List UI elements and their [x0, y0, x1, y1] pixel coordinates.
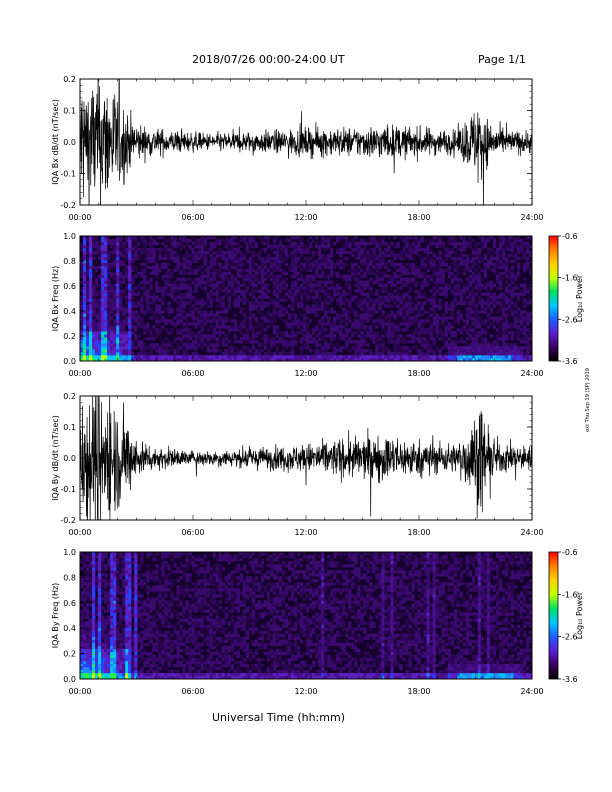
series-line: [80, 396, 532, 520]
series-line: [80, 79, 532, 205]
panel-bx-dbdt: 0.2 0.1 0.0 -0.1 -0.2 00:00 06:00 12:00 18:00 24:…: [51, 75, 544, 222]
y-tick-label: 0.6: [63, 599, 76, 608]
x-axis-label: Universal Time (hh:mm): [212, 711, 345, 724]
y-axis-label: IQA By Freq (Hz): [51, 583, 60, 649]
y-tick-label: -0.2: [60, 516, 76, 525]
y-tick-label: 0.2: [63, 75, 76, 84]
x-tick-label: 12:00: [294, 687, 317, 696]
x-tick-label: 00:00: [68, 213, 91, 222]
y-tick-label: 0.8: [63, 573, 76, 582]
y-axis-label: IQA Bx dB/dt (nT/sec): [51, 99, 60, 185]
panel-bx-freq: -0.6 -1.6 -2.6 -3.6 Log₁₀ Power 1.0 0.8 0.6 0.4 0…: [51, 232, 584, 378]
x-tick-label: 24:00: [520, 687, 543, 696]
x-tick-label: 12:00: [294, 369, 317, 378]
y-tick-label: 0.1: [63, 107, 76, 116]
y-axis-label: IQA Bx Freq (Hz): [51, 266, 60, 332]
x-tick-label: 00:00: [68, 687, 91, 696]
y-tick-label: 0.2: [63, 332, 76, 341]
spectrogram-cells: [80, 236, 532, 361]
y-tick-label: 0.0: [63, 357, 76, 366]
y-tick-label: 0.4: [63, 307, 76, 316]
panel-by-freq: -0.6 -1.6 -2.6 -3.6 Log₁₀ Power 1.0 0.8 0.6 0.4 0…: [51, 548, 584, 696]
x-tick-label: 06:00: [181, 528, 204, 537]
x-tick-label: 00:00: [68, 528, 91, 537]
figure-title: 2018/07/26 00:00-24:00 UT: [192, 53, 345, 66]
colorbar-tick-label: -0.6: [562, 232, 578, 241]
x-tick-label: 12:00: [294, 213, 317, 222]
x-tick-label: 18:00: [407, 369, 430, 378]
colorbar-tick-label: -1.6: [562, 590, 578, 599]
colorbar-label: Log₁₀ Power: [575, 591, 584, 639]
y-tick-label: 0.4: [63, 624, 76, 633]
colorbar-tick-label: -3.6: [562, 675, 578, 684]
colorbar-tick-label: -3.6: [562, 357, 578, 366]
y-tick-label: 0.1: [63, 423, 76, 432]
y-tick-label: 0.0: [63, 675, 76, 684]
y-tick-label: 0.6: [63, 282, 76, 291]
x-tick-label: 24:00: [520, 213, 543, 222]
x-tick-label: 18:00: [407, 687, 430, 696]
colorbar-tick-label: -2.6: [562, 315, 578, 324]
x-tick-label: 24:00: [520, 369, 543, 378]
x-tick-label: 18:00: [407, 213, 430, 222]
y-tick-label: 0.8: [63, 257, 76, 266]
x-tick-label: 06:00: [181, 687, 204, 696]
colorbar-tick-label: -0.6: [562, 548, 578, 557]
colorbar-tick-label: -1.6: [562, 274, 578, 283]
spectrogram-cells: [80, 552, 532, 679]
y-tick-label: 0.2: [63, 650, 76, 659]
x-tick-label: 06:00: [181, 369, 204, 378]
colorbar-tick-label: -2.6: [562, 633, 578, 642]
x-tick-label: 12:00: [294, 528, 317, 537]
x-tick-label: 00:00: [68, 369, 91, 378]
y-tick-label: 1.0: [63, 232, 76, 241]
y-tick-label: -0.2: [60, 201, 76, 210]
panel-by-dbdt: 0.2 0.1 0.0 -0.1 -0.2 00:00 06:00 12:00 18:00 24:…: [51, 392, 544, 537]
y-axis-label: IQA By dB/dt (nT/sec): [51, 415, 60, 501]
x-tick-label: 18:00: [407, 528, 430, 537]
generation-note: ext Thu Sep 19 (SP) 2019: [585, 368, 591, 432]
y-tick-label: 0.0: [63, 454, 76, 463]
colorbar-label: Log₁₀ Power: [575, 274, 584, 322]
y-tick-label: 0.2: [63, 392, 76, 401]
y-tick-label: -0.1: [60, 170, 76, 179]
page-indicator: Page 1/1: [478, 53, 526, 66]
y-tick-label: -0.1: [60, 485, 76, 494]
colorbar: [548, 551, 559, 680]
y-tick-label: 0.0: [63, 138, 76, 147]
x-tick-label: 06:00: [181, 213, 204, 222]
y-tick-label: 1.0: [63, 548, 76, 557]
colorbar: [548, 235, 559, 362]
x-tick-label: 24:00: [520, 528, 543, 537]
